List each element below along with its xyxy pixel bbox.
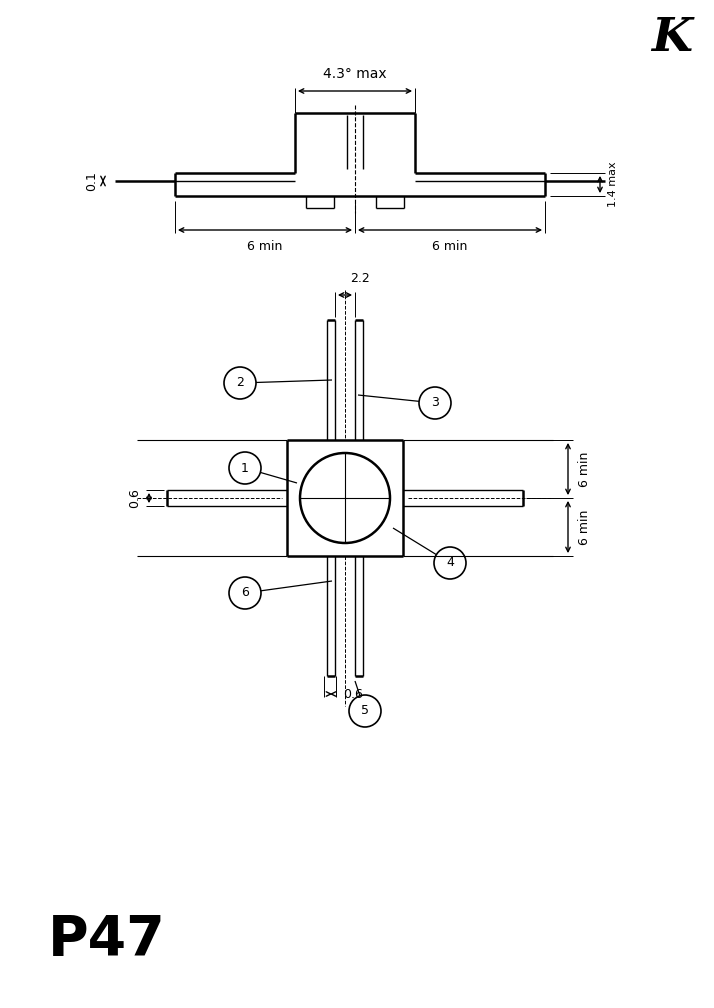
- Text: 1: 1: [241, 462, 249, 475]
- Text: 4: 4: [446, 556, 454, 570]
- Text: 6 min: 6 min: [578, 452, 591, 487]
- Text: 4.3° max: 4.3° max: [323, 67, 387, 81]
- Text: 2: 2: [236, 377, 244, 389]
- Text: 6 min: 6 min: [578, 509, 591, 544]
- Text: K: K: [651, 15, 693, 61]
- Text: 0.6: 0.6: [343, 687, 363, 701]
- Text: 3: 3: [431, 396, 439, 409]
- Text: 6 min: 6 min: [247, 240, 283, 253]
- Text: P47: P47: [48, 913, 166, 967]
- Text: 2.2: 2.2: [350, 272, 370, 285]
- Text: 1.4 max: 1.4 max: [608, 161, 618, 208]
- Text: 0.6: 0.6: [128, 488, 141, 508]
- Text: 6: 6: [241, 587, 249, 600]
- Text: 0.1: 0.1: [85, 171, 98, 191]
- Text: 5: 5: [361, 705, 369, 718]
- Text: 6 min: 6 min: [432, 240, 468, 253]
